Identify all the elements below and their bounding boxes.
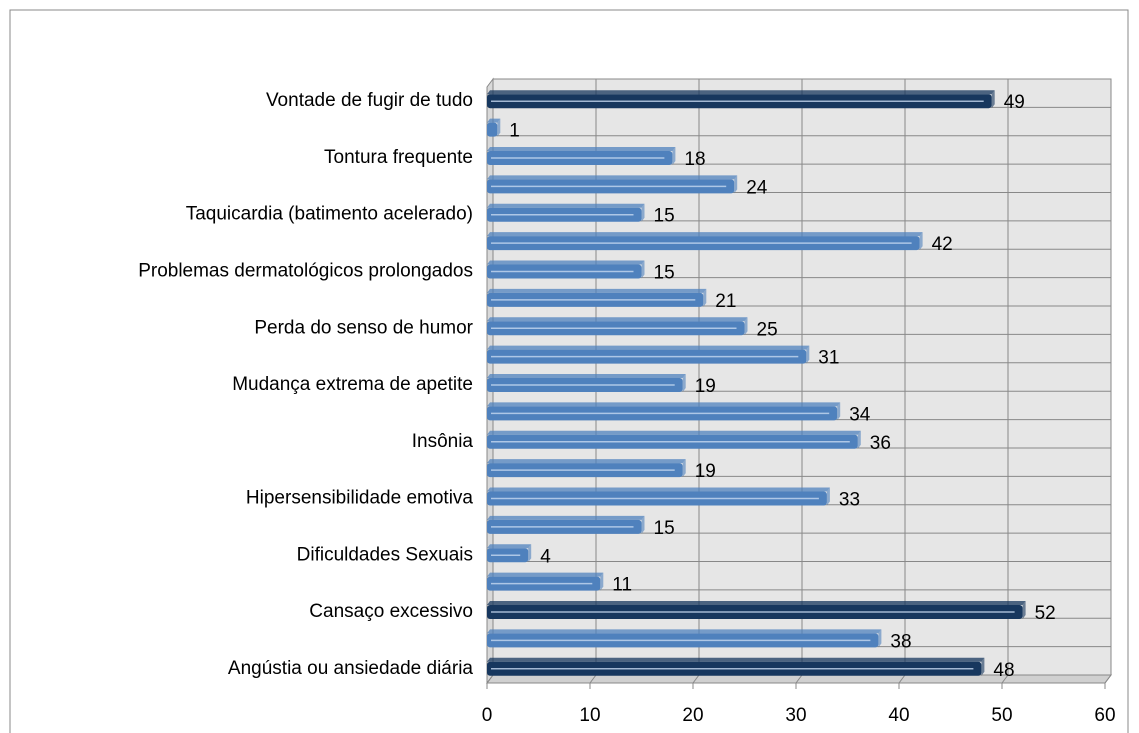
- y-tick-label: Perda do senso de humor: [254, 317, 473, 338]
- bar-top: [487, 203, 645, 208]
- y-tick-label: Cansaço excessivo: [309, 601, 473, 622]
- data-label: 4: [540, 546, 551, 567]
- x-tick-label: 30: [785, 705, 806, 726]
- bar-end: [682, 374, 686, 392]
- bar-top: [487, 629, 882, 634]
- bar-end: [672, 146, 676, 165]
- data-label: 15: [654, 518, 675, 539]
- data-label: 33: [839, 490, 860, 511]
- x-tick-label: 0: [482, 705, 493, 726]
- y-tick-label: Mudança extrema de apetite: [232, 374, 473, 395]
- data-label: 15: [654, 206, 675, 227]
- bar-top: [487, 146, 676, 151]
- bar-top: [487, 459, 686, 464]
- bar-end: [682, 459, 686, 478]
- bar-end: [600, 572, 604, 591]
- bar-top: [487, 544, 532, 549]
- x-tick-label: 50: [991, 705, 1012, 726]
- bar-end: [981, 657, 985, 676]
- bar-top: [487, 175, 738, 180]
- data-label: 34: [849, 404, 871, 425]
- chart-border: [9, 9, 1129, 733]
- bar: [487, 122, 498, 137]
- bar-end: [641, 260, 645, 279]
- bar-end: [497, 118, 501, 137]
- bar-end: [806, 345, 810, 364]
- bar-end: [878, 629, 882, 648]
- data-label: 19: [695, 461, 716, 482]
- bar-end: [641, 203, 645, 222]
- data-label: 38: [890, 631, 911, 652]
- bar-end: [1022, 601, 1026, 620]
- data-label: 11: [612, 575, 632, 596]
- grid-line: [1001, 79, 1009, 684]
- bar-top: [487, 487, 830, 492]
- y-tick-label: Hipersensibilidade emotiva: [246, 488, 473, 509]
- bar-end: [528, 544, 532, 563]
- bar-end: [826, 487, 830, 506]
- bar-top: [487, 402, 841, 407]
- x-tick-label: 10: [579, 705, 600, 726]
- data-label: 18: [684, 149, 705, 170]
- bar-end: [837, 402, 841, 421]
- bar-end: [744, 317, 748, 336]
- y-tick-label: Dificuldades Sexuais: [297, 544, 473, 565]
- bar-top: [487, 657, 985, 662]
- bar-top: [487, 260, 645, 265]
- y-tick-label: Taquicardia (batimento acelerado): [186, 204, 473, 225]
- data-label: 49: [1004, 92, 1025, 113]
- bar-top: [487, 601, 1026, 606]
- bar-end: [641, 515, 645, 534]
- y-tick-label: Insônia: [412, 431, 474, 452]
- data-label: 15: [654, 262, 675, 283]
- x-tick-label: 60: [1094, 705, 1115, 726]
- grid-line: [1104, 79, 1112, 684]
- bar-top: [487, 90, 995, 95]
- data-label: 1: [509, 121, 520, 142]
- bar-end: [734, 175, 738, 194]
- bar-end: [703, 288, 707, 307]
- data-label: 21: [715, 291, 736, 312]
- bar-top: [487, 572, 604, 577]
- data-label: 52: [1035, 603, 1056, 624]
- bar-end: [991, 90, 995, 109]
- bar-top: [487, 430, 861, 435]
- data-label: 25: [757, 319, 778, 340]
- bar-top: [487, 345, 810, 350]
- y-tick-label: Problemas dermatológicos prolongados: [138, 260, 473, 281]
- bar-top: [487, 317, 748, 322]
- data-label: 19: [695, 376, 716, 397]
- bar-top: [487, 374, 686, 378]
- bar-end: [919, 232, 923, 251]
- data-label: 24: [746, 177, 768, 198]
- data-label: 42: [932, 234, 953, 255]
- bar-end: [857, 430, 861, 449]
- y-tick-label: Angústia ou ansiedade diária: [228, 658, 474, 679]
- data-label: 31: [818, 348, 839, 369]
- data-label: 48: [993, 660, 1014, 681]
- x-tick-label: 20: [682, 705, 703, 726]
- data-label: 36: [870, 433, 891, 454]
- bar-top: [487, 515, 645, 520]
- y-tick-label: Tontura frequente: [324, 147, 473, 168]
- y-tick-label: Vontade de fugir de tudo: [266, 90, 473, 111]
- bar-top: [487, 232, 923, 237]
- x-tick-label: 40: [888, 705, 909, 726]
- bar-top: [487, 118, 501, 123]
- bar-top: [487, 288, 707, 293]
